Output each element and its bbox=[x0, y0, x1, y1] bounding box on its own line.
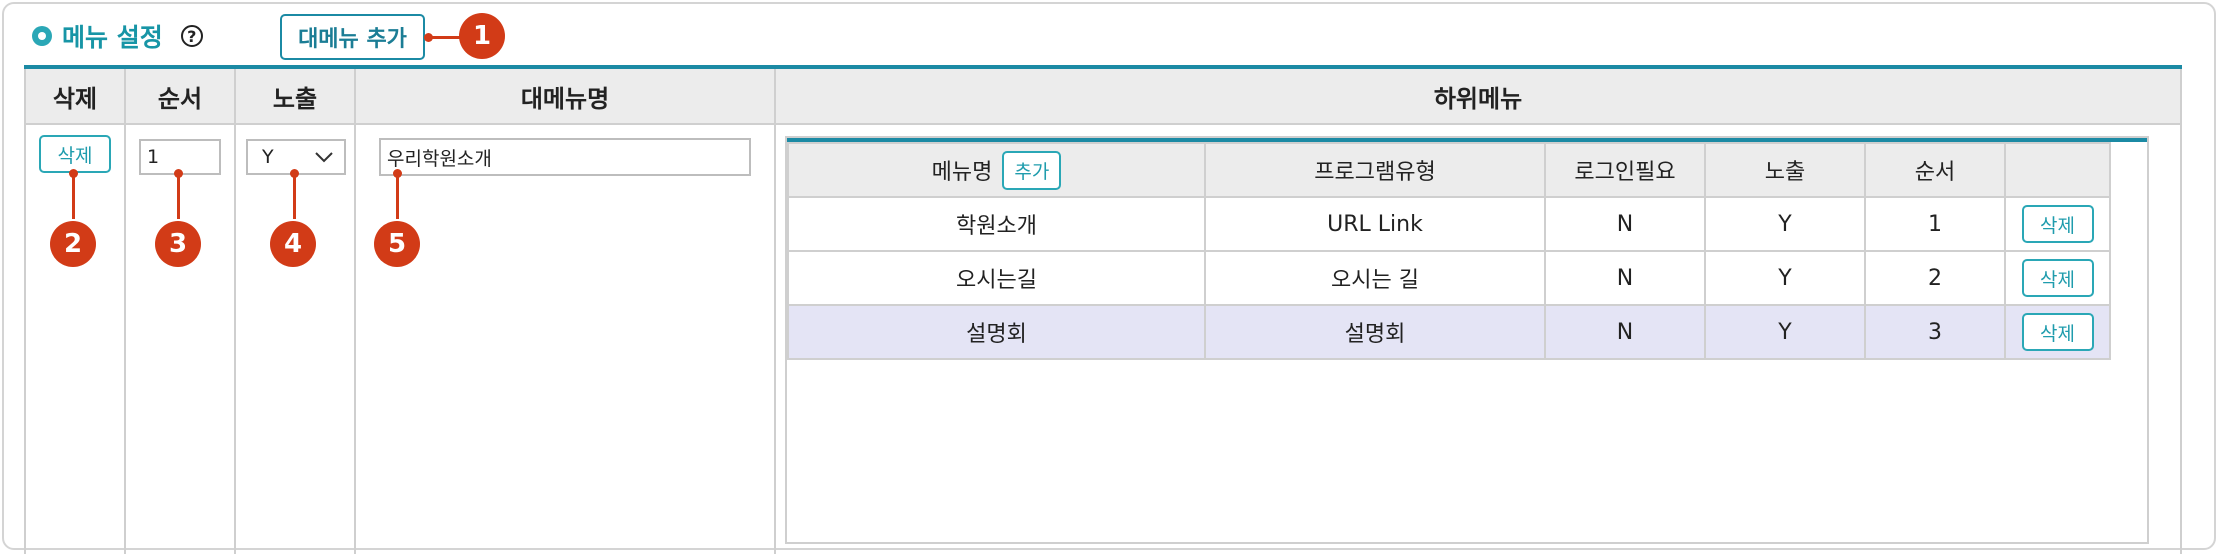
delete-sub-menu-button[interactable]: 삭제 bbox=[2021, 313, 2094, 351]
callout-badge-4: 4 bbox=[270, 221, 316, 267]
add-sub-menu-button[interactable]: 추가 bbox=[1002, 150, 1062, 190]
sub-row-name: 설명회 bbox=[787, 304, 1206, 360]
sub-row-visible: Y bbox=[1704, 196, 1866, 252]
header-accent-rule bbox=[24, 65, 2182, 69]
sub-row-name: 오시는길 bbox=[787, 250, 1206, 306]
table-row-selected[interactable]: 설명회 설명회 N Y 3 삭제 bbox=[787, 304, 2111, 360]
sub-menu-panel: 메뉴명 추가 프로그램유형 로그인필요 노출 순서 학원소개 URL Link … bbox=[785, 136, 2149, 544]
sub-row-action: 삭제 bbox=[2004, 304, 2111, 360]
sub-col-name: 메뉴명 추가 bbox=[787, 142, 1206, 198]
delete-sub-menu-button[interactable]: 삭제 bbox=[2021, 259, 2094, 297]
table-row[interactable]: 오시는길 오시는 길 N Y 2 삭제 bbox=[787, 250, 2111, 306]
sub-row-visible: Y bbox=[1704, 250, 1866, 306]
sub-row-login: N bbox=[1544, 196, 1706, 252]
sub-col-name-label: 메뉴명 bbox=[931, 160, 993, 185]
sub-row-program-type: 설명회 bbox=[1204, 304, 1546, 360]
bullet-circle-icon bbox=[32, 26, 52, 46]
callout-badge-1: 1 bbox=[459, 13, 505, 59]
sub-row-name: 학원소개 bbox=[787, 196, 1206, 252]
sub-row-program-type: 오시는 길 bbox=[1204, 250, 1546, 306]
grid-header-row bbox=[24, 69, 2182, 125]
main-menu-name-input[interactable]: 우리학원소개 bbox=[379, 138, 751, 176]
sub-col-visible: 노출 bbox=[1704, 142, 1866, 198]
callout-badge-3: 3 bbox=[155, 221, 201, 267]
table-row[interactable]: 학원소개 URL Link N Y 1 삭제 bbox=[787, 196, 2111, 252]
callout-badge-5: 5 bbox=[374, 221, 420, 267]
sub-row-action: 삭제 bbox=[2004, 250, 2111, 306]
col-header-sub-menu: 하위메뉴 bbox=[1433, 84, 1523, 113]
sub-menu-table: 메뉴명 추가 프로그램유형 로그인필요 노출 순서 학원소개 URL Link … bbox=[787, 142, 2111, 360]
sub-row-visible: Y bbox=[1704, 304, 1866, 360]
sub-col-action bbox=[2004, 142, 2111, 198]
sub-row-order: 2 bbox=[1864, 250, 2006, 306]
callout-1-line bbox=[428, 36, 462, 39]
sub-col-order: 순서 bbox=[1864, 142, 2006, 198]
delete-sub-menu-button[interactable]: 삭제 bbox=[2021, 205, 2094, 243]
sub-row-order: 3 bbox=[1864, 304, 2006, 360]
sub-col-program-type: 프로그램유형 bbox=[1204, 142, 1546, 198]
sub-row-login: N bbox=[1544, 304, 1706, 360]
sub-row-login: N bbox=[1544, 250, 1706, 306]
help-circle-icon[interactable]: ? bbox=[180, 25, 203, 47]
col-header-visible: 노출 bbox=[272, 84, 318, 113]
col-header-order: 순서 bbox=[157, 84, 203, 113]
col-header-delete: 삭제 bbox=[52, 84, 98, 113]
callout-5-line bbox=[396, 172, 399, 219]
page-title: 메뉴 설정 bbox=[62, 23, 163, 52]
callout-4-line bbox=[293, 172, 296, 219]
add-main-menu-button[interactable]: 대메뉴 추가 bbox=[280, 14, 425, 60]
sub-menu-accent-rule bbox=[787, 138, 2147, 142]
sub-row-program-type: URL Link bbox=[1204, 196, 1546, 252]
col-header-main-name: 대메뉴명 bbox=[520, 84, 610, 113]
visible-select-value: Y bbox=[262, 146, 274, 168]
panel-title-group: 메뉴 설정 ? bbox=[32, 16, 203, 56]
callout-badge-2: 2 bbox=[50, 221, 96, 267]
callout-2-line bbox=[72, 172, 75, 219]
menu-grid: 삭제 순서 노출 대메뉴명 하위메뉴 bbox=[24, 69, 2182, 554]
callout-3-line bbox=[177, 172, 180, 219]
delete-main-menu-button[interactable]: 삭제 bbox=[39, 135, 111, 173]
sub-col-login-required: 로그인필요 bbox=[1544, 142, 1706, 198]
chevron-down-icon bbox=[315, 152, 333, 163]
sub-row-action: 삭제 bbox=[2004, 196, 2111, 252]
sub-row-order: 1 bbox=[1864, 196, 2006, 252]
sub-table-header-row: 메뉴명 추가 프로그램유형 로그인필요 노출 순서 bbox=[787, 142, 2111, 198]
